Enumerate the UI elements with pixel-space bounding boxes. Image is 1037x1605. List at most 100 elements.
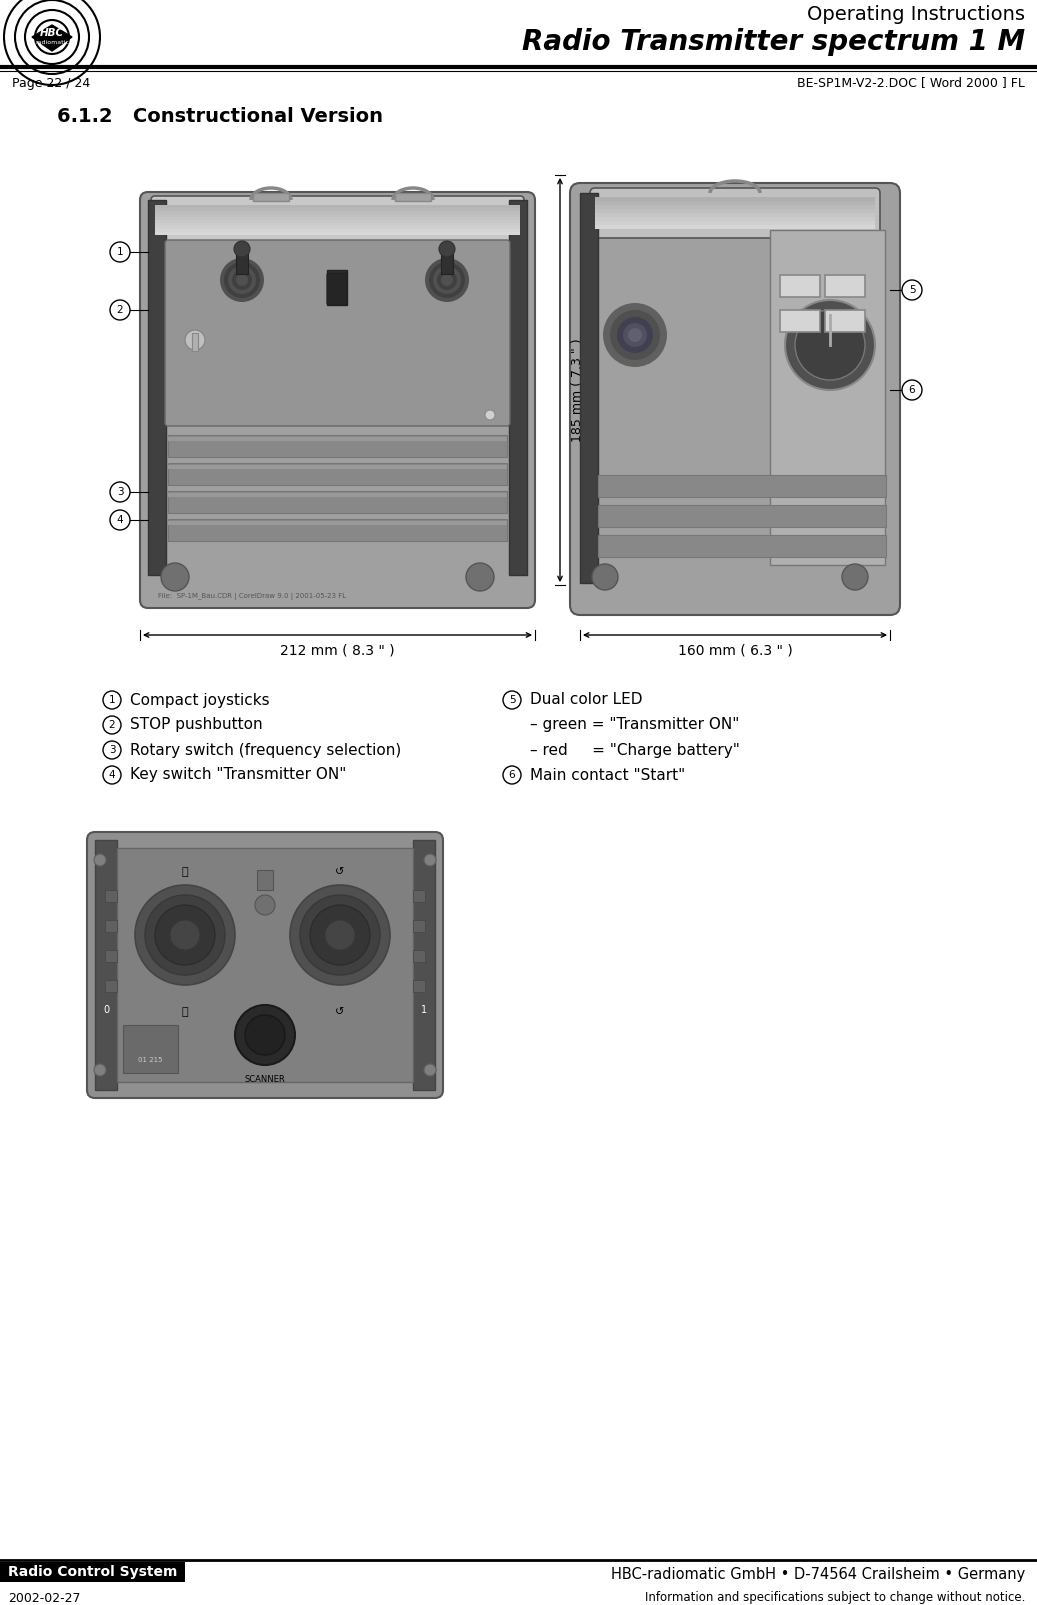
Bar [168,465,507,469]
Bar [117,847,413,1082]
Circle shape [232,270,252,291]
Bar [105,920,117,933]
Bar [168,493,507,498]
Bar [155,205,520,209]
Text: HBC-radiomatic GmbH • D-74564 Crailsheim • Germany: HBC-radiomatic GmbH • D-74564 Crailsheim… [611,1568,1025,1583]
Bar [598,534,886,557]
Bar [253,193,289,201]
Bar [598,475,886,498]
Bar [155,230,520,233]
Bar [413,891,425,902]
Text: BE-SP1M-V2-2.DOC [ Word 2000 ] FL: BE-SP1M-V2-2.DOC [ Word 2000 ] FL [797,77,1025,90]
Text: Compact joysticks: Compact joysticks [130,692,270,708]
Bar [155,226,520,230]
Bar [825,310,865,332]
Bar [168,491,507,514]
Text: 01 215: 01 215 [138,1058,162,1063]
Text: 3: 3 [109,745,115,754]
Bar [168,518,507,541]
Text: 1: 1 [109,695,115,705]
Circle shape [503,766,521,783]
Circle shape [617,318,653,353]
Bar [595,201,875,205]
Bar [780,310,820,332]
Bar [595,221,875,225]
Text: 0: 0 [103,1005,109,1014]
Bar [155,205,520,234]
Bar [413,920,425,933]
Bar [413,950,425,961]
FancyBboxPatch shape [327,273,347,305]
Circle shape [424,854,436,867]
Circle shape [429,262,465,299]
Bar [780,274,820,297]
FancyBboxPatch shape [140,193,535,608]
Bar [123,1026,178,1074]
Bar [105,891,117,902]
Circle shape [485,409,495,421]
Circle shape [902,279,922,300]
Circle shape [234,241,250,257]
Circle shape [785,300,875,390]
Bar [105,981,117,992]
Circle shape [94,854,106,867]
Circle shape [437,270,457,291]
FancyBboxPatch shape [87,831,443,1098]
Circle shape [503,692,521,709]
Text: 4: 4 [109,770,115,780]
Circle shape [94,1064,106,1075]
Text: ↺: ↺ [335,867,344,876]
Circle shape [255,896,275,915]
Bar [236,249,248,274]
Circle shape [466,563,494,591]
FancyBboxPatch shape [570,183,900,615]
Text: 5: 5 [509,695,515,705]
Bar [395,193,431,201]
Circle shape [325,920,355,950]
Bar [595,213,875,217]
Bar [595,209,875,213]
Bar [441,249,453,274]
Bar [595,225,875,230]
Circle shape [602,303,667,368]
Circle shape [439,241,455,257]
Circle shape [236,274,248,286]
Text: 4: 4 [117,515,123,525]
Bar [155,217,520,220]
Circle shape [795,310,865,380]
Circle shape [228,266,256,294]
Text: 3: 3 [117,486,123,498]
Bar [595,217,875,221]
Bar [595,205,875,209]
Text: Rotary switch (frequency selection): Rotary switch (frequency selection) [130,743,401,758]
Bar [413,839,435,1090]
Circle shape [110,482,130,502]
Bar [148,201,166,575]
Text: 212 mm ( 8.3 " ): 212 mm ( 8.3 " ) [280,644,395,656]
Text: Main contact "Start": Main contact "Start" [530,767,685,783]
Circle shape [224,262,260,299]
Text: 6: 6 [509,770,515,780]
Text: Page 22 / 24: Page 22 / 24 [12,77,90,90]
Text: Operating Instructions: Operating Instructions [807,5,1025,24]
Text: 2002-02-27: 2002-02-27 [8,1592,81,1605]
Circle shape [161,563,189,591]
Circle shape [290,884,390,985]
Text: Radio Transmitter spectrum 1 M: Radio Transmitter spectrum 1 M [522,27,1025,56]
Text: STOP pushbutton: STOP pushbutton [130,717,262,732]
Text: 6: 6 [908,385,916,395]
Circle shape [902,380,922,400]
Polygon shape [32,26,72,51]
Bar [168,435,507,457]
Text: – red     = "Charge battery": – red = "Charge battery" [530,743,739,758]
Circle shape [170,920,200,950]
Circle shape [842,563,868,591]
Text: Key switch "Transmitter ON": Key switch "Transmitter ON" [130,767,346,783]
Text: Dual color LED: Dual color LED [530,692,643,708]
Text: HBC: HBC [40,27,64,39]
Bar [168,437,507,441]
Text: 1: 1 [421,1005,427,1014]
FancyBboxPatch shape [590,188,880,238]
Circle shape [110,242,130,262]
Text: ⛯: ⛯ [181,1006,189,1018]
